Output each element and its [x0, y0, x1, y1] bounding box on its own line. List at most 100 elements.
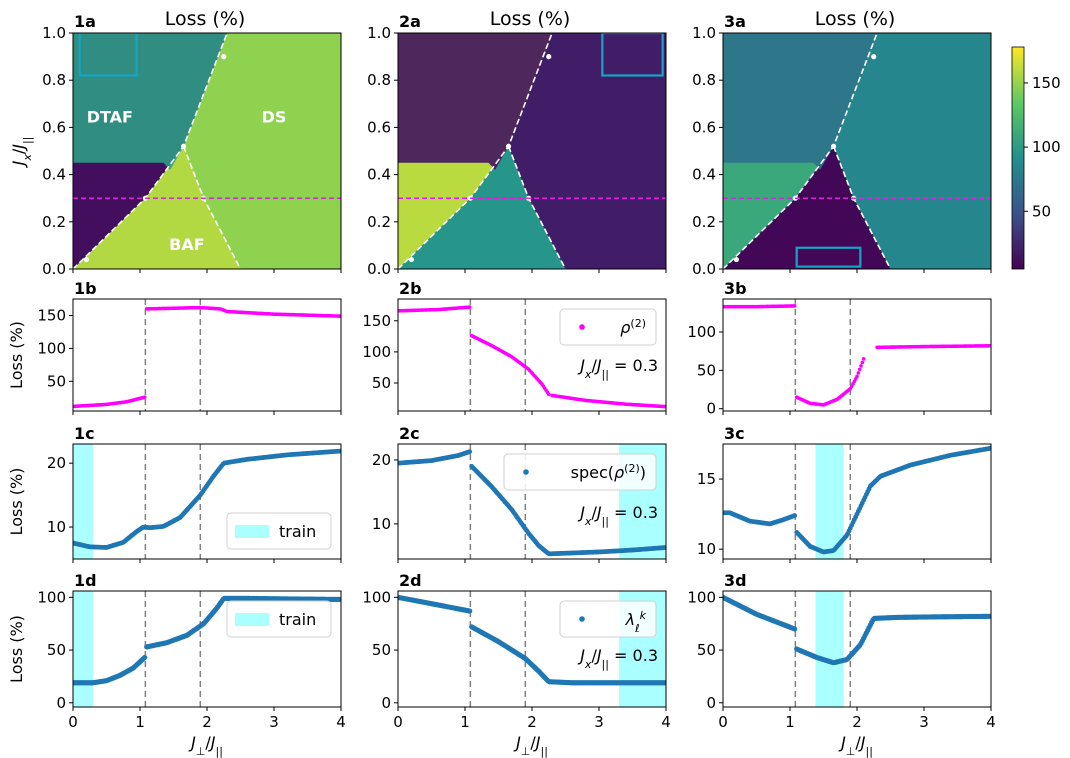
y-tick-label: 100	[362, 588, 391, 606]
y-axis-label-row-a: Jx/J||	[9, 137, 34, 169]
plot-area	[723, 591, 991, 707]
train-region	[73, 444, 94, 559]
y-tick-label: 100	[362, 343, 391, 361]
plot-area	[723, 444, 991, 559]
panel-title: Loss (%)	[490, 8, 571, 30]
y-tick-label: 100	[37, 339, 66, 357]
data-point	[142, 395, 147, 399]
legend-box	[559, 308, 657, 346]
y-tick-label: 15	[697, 470, 716, 488]
panel-2d: 0 50 100 0 1 2 3 4 2d λℓk	[362, 571, 670, 731]
colorbar-tick-label: 150	[1032, 74, 1061, 92]
panel-label: 3d	[724, 571, 747, 590]
panel-2b: 50 100 150 2b ρ(2)	[362, 279, 667, 415]
data-point	[663, 680, 666, 686]
data-point	[546, 392, 551, 397]
y-tick-label: 0.6	[692, 118, 716, 136]
y-tick-label: 150	[37, 306, 66, 324]
y-tick-label: 0	[381, 694, 391, 712]
data-point	[338, 596, 341, 603]
x-tick-label: 0	[393, 713, 403, 731]
data-point	[338, 448, 341, 454]
legend-box	[226, 512, 332, 550]
axes-frame	[722, 443, 992, 560]
boundary-point	[408, 256, 414, 263]
y-tick-label: 1.0	[367, 24, 391, 42]
phase-boundary-left	[723, 33, 878, 269]
region-label-dtaf: DTAF	[87, 108, 133, 127]
panel-1b: 50 100 150 1b Loss (%)	[7, 279, 342, 415]
x-tick-label: 2	[527, 713, 537, 731]
panel-label: 2d	[399, 571, 422, 590]
data-point	[860, 360, 865, 365]
y-tick-label: 1.0	[42, 24, 66, 42]
y-axis-label: Loss (%)	[7, 615, 26, 683]
heatmap-regions	[723, 33, 991, 269]
x-tick-label: 0	[68, 713, 78, 731]
y-axis-label: Loss (%)	[7, 321, 26, 389]
data-point	[792, 626, 798, 632]
data-point	[792, 304, 797, 308]
panel-title: Loss (%)	[165, 8, 246, 30]
panel-title: Loss (%)	[815, 8, 896, 30]
x-tick-label: 1	[135, 713, 145, 731]
legend-label: train	[279, 610, 316, 629]
plot-area	[398, 299, 666, 411]
x-tick-label: 1	[785, 713, 795, 731]
axes-frame	[722, 298, 992, 412]
y-tick-label: 0.4	[367, 166, 391, 184]
y-tick-label: 0	[56, 694, 66, 712]
plot-area	[723, 299, 991, 411]
colorbar-tick-label: 50	[1032, 202, 1051, 220]
panel-label: 2a	[399, 12, 421, 31]
plot-area	[73, 444, 341, 559]
y-tick-label: 50	[47, 641, 66, 659]
y-tick-label: 100	[687, 323, 716, 341]
y-tick-label: 0.0	[42, 260, 66, 278]
boundary-point	[546, 54, 552, 60]
boundary-point	[830, 143, 837, 149]
x-tick-label: 3	[594, 713, 604, 731]
data-point	[467, 305, 472, 309]
panel-label: 1c	[74, 424, 95, 443]
x-tick-label: 3	[269, 713, 279, 731]
y-tick-label: 1.0	[692, 24, 716, 42]
boundary-point	[733, 256, 740, 263]
data-point	[856, 371, 861, 375]
y-tick-label: 50	[697, 361, 716, 379]
legend-label: λℓk	[625, 609, 647, 635]
plot-area	[73, 299, 341, 411]
data-point	[792, 513, 798, 518]
boundary-point	[505, 143, 512, 149]
heatmap-panel-1a: 0.0 0.2 0.4 0.6 0.8 1.0 1a Loss (%) DTAF DS BAF	[42, 8, 342, 278]
panel-3d: 0 50 100 0 1 2 3 4 3d	[687, 571, 995, 731]
colorbar-bar	[1011, 46, 1025, 270]
region-label-baf: BAF	[169, 235, 205, 254]
heatmap-panel-3a: 0.0 0.2 0.4 0.6 0.8 1.0 3a Loss (%)	[692, 8, 992, 278]
legend-label: train	[279, 522, 316, 541]
x-tick-label: 0	[718, 713, 728, 731]
legend-box	[226, 600, 332, 638]
x-tick-label: 4	[336, 713, 346, 731]
data-point	[988, 445, 991, 451]
y-tick-label: 0.2	[42, 213, 66, 231]
y-tick-label: 0.8	[42, 71, 66, 89]
y-tick-label: 20	[47, 454, 66, 472]
panel-label: 2b	[399, 279, 422, 298]
legend-box	[503, 453, 657, 491]
plot-area	[73, 591, 341, 707]
y-tick-label: 0	[706, 400, 716, 418]
panel-label: 3a	[724, 12, 746, 31]
train-region	[73, 591, 94, 707]
data-point	[467, 449, 473, 455]
data-point	[861, 357, 866, 361]
heatmap-regions	[73, 33, 341, 269]
phase-boundary-left	[73, 33, 228, 269]
y-tick-label: 10	[47, 518, 66, 536]
y-tick-label: 0.2	[367, 213, 391, 231]
x-tick-label: 4	[986, 713, 996, 731]
data-point	[857, 367, 862, 372]
y-tick-label: 0.0	[367, 260, 391, 278]
legend-label: ρ(2)	[620, 317, 646, 338]
x-tick-label: 4	[661, 713, 671, 731]
